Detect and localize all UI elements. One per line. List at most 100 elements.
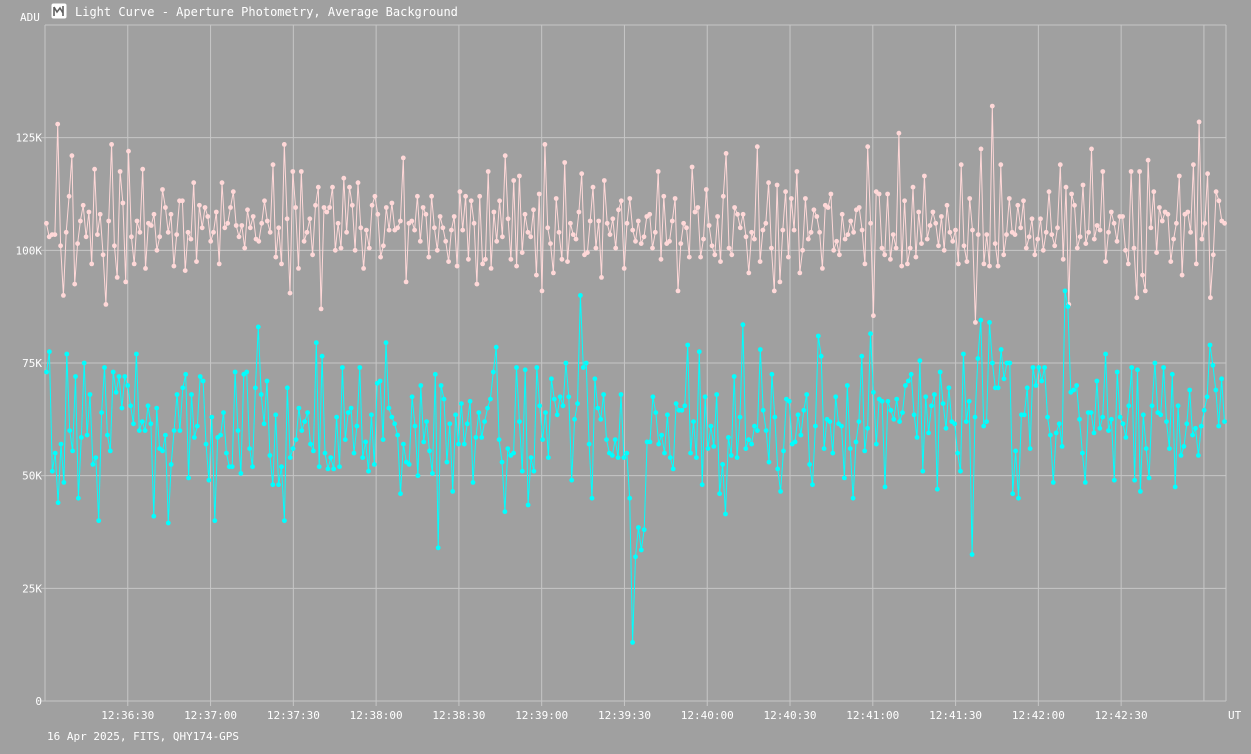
data-point bbox=[253, 385, 258, 391]
data-point bbox=[856, 205, 862, 210]
data-point bbox=[1148, 225, 1154, 231]
data-point bbox=[447, 421, 453, 427]
data-point bbox=[956, 261, 961, 267]
data-point bbox=[52, 450, 58, 456]
data-point bbox=[279, 464, 284, 470]
x-tick-label: 12:39:30 bbox=[598, 709, 651, 722]
light-curve-app-icon[interactable] bbox=[51, 3, 67, 19]
grid bbox=[41, 24, 1227, 706]
data-point bbox=[871, 313, 876, 319]
data-point bbox=[120, 200, 126, 206]
data-point bbox=[454, 263, 460, 269]
data-point bbox=[595, 405, 601, 411]
data-point bbox=[213, 209, 219, 215]
data-point bbox=[401, 441, 406, 447]
data-point bbox=[963, 419, 969, 424]
data-point bbox=[772, 414, 778, 420]
data-point bbox=[476, 410, 482, 415]
data-point bbox=[1169, 371, 1175, 377]
data-point bbox=[828, 191, 834, 197]
data-point bbox=[84, 432, 90, 438]
data-point bbox=[554, 412, 560, 418]
data-point bbox=[531, 468, 537, 474]
data-point bbox=[1120, 214, 1125, 219]
data-point bbox=[1015, 202, 1021, 208]
data-point bbox=[599, 275, 604, 280]
data-point bbox=[1126, 403, 1132, 409]
data-point bbox=[814, 214, 820, 219]
data-point bbox=[746, 270, 752, 276]
data-point bbox=[93, 455, 99, 460]
data-point bbox=[891, 416, 897, 422]
data-point bbox=[566, 394, 572, 400]
data-point bbox=[216, 261, 222, 267]
data-point bbox=[596, 218, 602, 224]
data-point bbox=[943, 425, 949, 431]
series-line bbox=[46, 290, 1225, 643]
data-point bbox=[136, 428, 142, 433]
data-point bbox=[1152, 360, 1158, 366]
data-point bbox=[624, 220, 630, 226]
data-point bbox=[366, 245, 372, 251]
data-point bbox=[332, 247, 338, 253]
data-point bbox=[304, 229, 310, 235]
data-point bbox=[990, 360, 995, 366]
data-point bbox=[1013, 448, 1018, 454]
data-point bbox=[570, 232, 576, 238]
data-point bbox=[80, 202, 86, 208]
data-point bbox=[267, 453, 273, 458]
data-point bbox=[825, 205, 831, 210]
data-point bbox=[1001, 376, 1007, 382]
x-tick-label: 12:40:30 bbox=[764, 709, 817, 722]
data-point bbox=[58, 243, 63, 249]
data-point bbox=[47, 349, 52, 355]
data-point bbox=[1021, 412, 1027, 418]
data-point bbox=[126, 148, 131, 154]
data-point bbox=[873, 441, 879, 447]
data-point bbox=[117, 169, 123, 174]
data-point bbox=[786, 398, 792, 404]
data-point bbox=[1086, 229, 1091, 235]
data-point bbox=[850, 495, 856, 501]
data-point bbox=[1178, 453, 1184, 458]
data-point bbox=[313, 340, 319, 346]
data-point bbox=[188, 236, 194, 242]
data-point bbox=[970, 227, 975, 233]
data-point bbox=[151, 513, 157, 519]
data-point bbox=[868, 331, 873, 337]
data-point bbox=[856, 419, 862, 424]
data-point bbox=[800, 247, 805, 253]
data-point bbox=[464, 421, 470, 427]
data-point bbox=[672, 196, 678, 201]
data-point bbox=[438, 383, 444, 388]
data-point bbox=[1159, 218, 1165, 224]
data-point bbox=[459, 401, 464, 406]
data-point bbox=[1080, 450, 1085, 456]
data-point bbox=[705, 446, 711, 451]
data-point bbox=[984, 419, 989, 424]
data-point bbox=[119, 405, 125, 411]
data-point bbox=[803, 196, 808, 201]
data-point bbox=[590, 184, 596, 190]
data-point bbox=[1055, 225, 1060, 231]
data-point bbox=[338, 245, 344, 251]
data-point bbox=[327, 205, 332, 210]
data-point bbox=[551, 270, 556, 276]
data-point bbox=[575, 401, 580, 406]
data-point bbox=[817, 229, 822, 235]
data-point bbox=[1137, 169, 1142, 174]
data-point bbox=[63, 229, 69, 235]
data-point bbox=[488, 396, 493, 402]
data-point bbox=[488, 266, 494, 271]
data-point bbox=[804, 392, 810, 397]
data-point bbox=[160, 187, 165, 192]
data-point bbox=[587, 218, 593, 224]
data-point bbox=[862, 261, 868, 267]
data-point bbox=[1089, 146, 1094, 152]
data-point bbox=[1202, 220, 1208, 226]
data-point bbox=[61, 480, 67, 485]
data-point bbox=[415, 473, 421, 479]
data-point bbox=[900, 410, 905, 415]
data-point bbox=[961, 351, 966, 357]
data-point bbox=[55, 121, 61, 127]
